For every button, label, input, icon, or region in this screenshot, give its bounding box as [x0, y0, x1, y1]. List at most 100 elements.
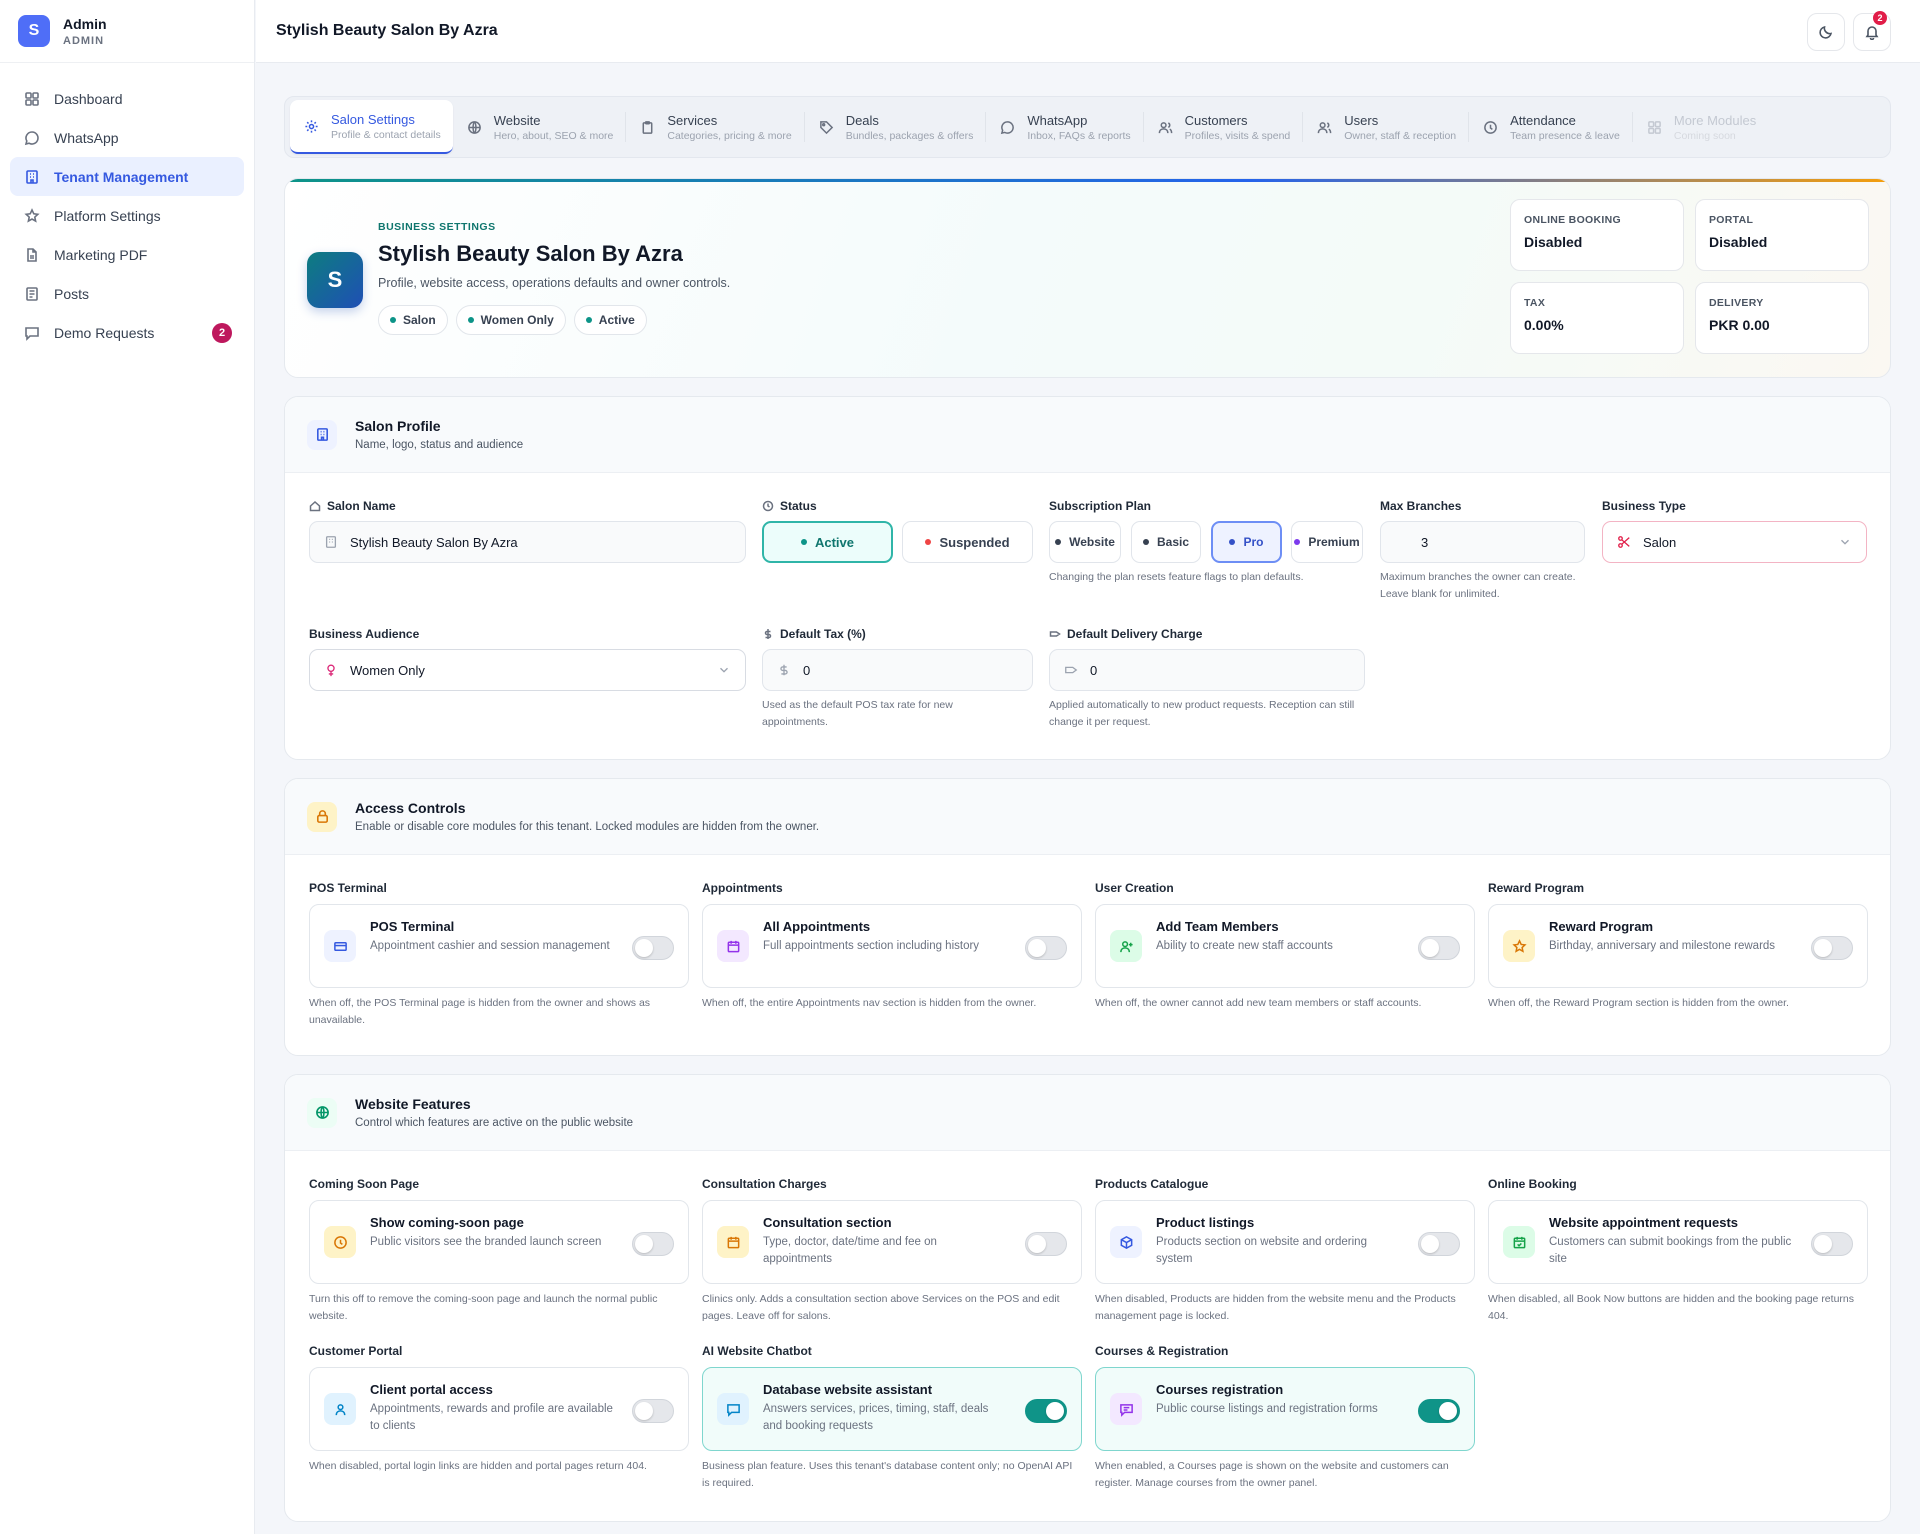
topbar: Stylish Beauty Salon By Azra 2 — [256, 0, 1920, 63]
appointments-toggle[interactable] — [1025, 936, 1067, 960]
sidebar-nav: Dashboard WhatsApp Tenant Management Pla… — [0, 63, 254, 368]
consultation-toggle[interactable] — [1025, 1232, 1067, 1256]
sidebar-item-whatsapp[interactable]: WhatsApp — [10, 118, 244, 157]
toggle-card-reward-program: Reward Program Birthday, anniversary and… — [1488, 904, 1868, 988]
tab-subtitle: Coming soon — [1673, 129, 1736, 142]
dot-icon — [800, 539, 807, 545]
courses-toggle[interactable] — [1418, 1399, 1460, 1423]
user-creation-toggle[interactable] — [1418, 936, 1460, 960]
tab-whatsapp[interactable]: WhatsApp Inbox, FAQs & reports — [986, 100, 1142, 154]
delivery-charge-input[interactable]: 0 — [1049, 649, 1365, 691]
toggle-help-text: Business plan feature. Uses this tenant'… — [702, 1460, 1073, 1489]
card-header: Access Controls Enable or disable core mo… — [285, 779, 1890, 855]
tab-services[interactable]: Services Categories, pricing & more — [626, 100, 803, 154]
plan-pro-option[interactable]: Pro — [1211, 521, 1282, 563]
tab-title: Website — [493, 112, 541, 128]
stat-label: TAX — [1524, 297, 1546, 309]
tab-title: Salon Settings — [331, 111, 415, 127]
grid-icon — [25, 91, 39, 106]
message-icon — [25, 326, 39, 341]
customer-portal-toggle[interactable] — [632, 1399, 674, 1423]
toggle-help-text: When off, the entire Appointments nav se… — [702, 997, 1037, 1009]
coming-soon-toggle[interactable] — [632, 1232, 674, 1256]
plan-premium-option[interactable]: Premium — [1291, 521, 1363, 563]
notifications-button[interactable]: 2 — [1853, 11, 1891, 51]
group-label: Coming Soon Page — [309, 1177, 420, 1191]
tag-icon — [819, 120, 833, 134]
building-icon — [26, 169, 38, 184]
card-header: Salon Profile Name, logo, status and audi… — [285, 397, 1890, 473]
stat-value: 0.00% — [1524, 317, 1564, 333]
toggle-help-text: When off, the owner cannot add new team … — [1095, 997, 1422, 1009]
toggle-card-pos-terminal: POS Terminal Appointment cashier and ses… — [309, 904, 689, 988]
sidebar-item-demo-requests[interactable]: Demo Requests 2 — [10, 313, 244, 352]
tab-customers[interactable]: Customers Profiles, visits & spend — [1144, 100, 1303, 154]
toggle-help-text: When off, the POS Terminal page is hidde… — [309, 997, 651, 1026]
products-toggle[interactable] — [1418, 1232, 1460, 1256]
stat-online-booking: ONLINE BOOKING Disabled — [1510, 199, 1684, 271]
pill-audience: Women Only — [455, 305, 566, 335]
business-type-select[interactable]: Salon — [1602, 521, 1867, 563]
toggle-title: Add Team Members — [1156, 919, 1279, 934]
toggle-title: All Appointments — [763, 919, 871, 934]
sidebar-item-label: Platform Settings — [54, 207, 161, 224]
business-type-label: Business Type — [1602, 499, 1686, 513]
toggle-help-text: When off, the Reward Program section is … — [1488, 997, 1789, 1009]
toggle-help-text: When enabled, a Courses page is shown on… — [1095, 1460, 1449, 1489]
pill-label: Active — [598, 313, 635, 327]
pos-terminal-toggle[interactable] — [632, 936, 674, 960]
sidebar-item-tenant-management[interactable]: Tenant Management — [10, 157, 244, 196]
plan-label: Subscription Plan — [1049, 499, 1152, 513]
toggle-title: Consultation section — [763, 1215, 892, 1230]
clock-icon — [762, 500, 774, 512]
dollar-icon — [764, 629, 772, 639]
sidebar-item-platform-settings[interactable]: Platform Settings — [10, 196, 244, 235]
sidebar-item-dashboard[interactable]: Dashboard — [10, 79, 244, 118]
group-label: Online Booking — [1488, 1177, 1577, 1191]
toggle-title: Client portal access — [370, 1382, 493, 1397]
tab-users[interactable]: Users Owner, staff & reception — [1303, 100, 1468, 154]
document-icon — [26, 286, 38, 301]
sidebar-item-marketing-pdf[interactable]: Marketing PDF — [10, 235, 244, 274]
salon-name-input[interactable]: Stylish Beauty Salon By Azra — [309, 521, 746, 563]
default-tax-input[interactable]: 0 — [762, 649, 1033, 691]
tab-subtitle: Hero, about, SEO & more — [493, 129, 614, 142]
globe-icon — [307, 1097, 337, 1128]
star-icon — [24, 207, 40, 223]
moon-icon — [1819, 25, 1833, 39]
tab-website[interactable]: Website Hero, about, SEO & more — [453, 100, 626, 154]
dot-icon — [1294, 539, 1301, 545]
tab-salon-settings[interactable]: Salon Settings Profile & contact details — [290, 100, 453, 154]
toggle-card-products: Product listings Products section on web… — [1095, 1200, 1475, 1284]
group-label: Appointments — [702, 881, 783, 895]
tab-attendance[interactable]: Attendance Team presence & leave — [1469, 100, 1632, 154]
file-icon — [27, 247, 37, 262]
tab-divider — [985, 112, 987, 142]
plan-website-option[interactable]: Website — [1049, 521, 1121, 563]
plan-basic-option[interactable]: Basic — [1131, 521, 1201, 563]
theme-toggle-button[interactable] — [1807, 13, 1845, 51]
stat-value: Disabled — [1524, 234, 1583, 250]
tab-title: Deals — [845, 112, 879, 128]
status-suspended-option[interactable]: Suspended — [902, 521, 1033, 563]
brand-role: ADMIN — [63, 34, 105, 47]
toggle-card-consultation: Consultation section Type, doctor, date/… — [702, 1200, 1082, 1284]
tab-deals[interactable]: Deals Bundles, packages & offers — [805, 100, 986, 154]
audience-select[interactable]: Women Only — [309, 649, 746, 691]
tab-subtitle: Categories, pricing & more — [667, 129, 792, 142]
max-branches-input[interactable]: 3 — [1380, 521, 1585, 563]
reward-program-toggle[interactable] — [1811, 936, 1853, 960]
sidebar-item-posts[interactable]: Posts — [10, 274, 244, 313]
toggle-help-text: When disabled, Products are hidden from … — [1095, 1293, 1456, 1322]
hero-kicker: BUSINESS SETTINGS — [378, 221, 496, 233]
stat-delivery: DELIVERY PKR 0.00 — [1695, 282, 1869, 354]
ai-chatbot-toggle[interactable] — [1025, 1399, 1067, 1423]
online-booking-toggle[interactable] — [1811, 1232, 1853, 1256]
tab-title: More Modules — [1673, 112, 1757, 128]
status-active-option[interactable]: Active — [762, 521, 893, 563]
card-payment-icon — [324, 930, 356, 962]
toggle-card-online-booking: Website appointment requests Customers c… — [1488, 1200, 1868, 1284]
tab-divider — [625, 112, 627, 142]
group-label: Courses & Registration — [1095, 1344, 1229, 1358]
bell-icon — [1865, 26, 1879, 40]
